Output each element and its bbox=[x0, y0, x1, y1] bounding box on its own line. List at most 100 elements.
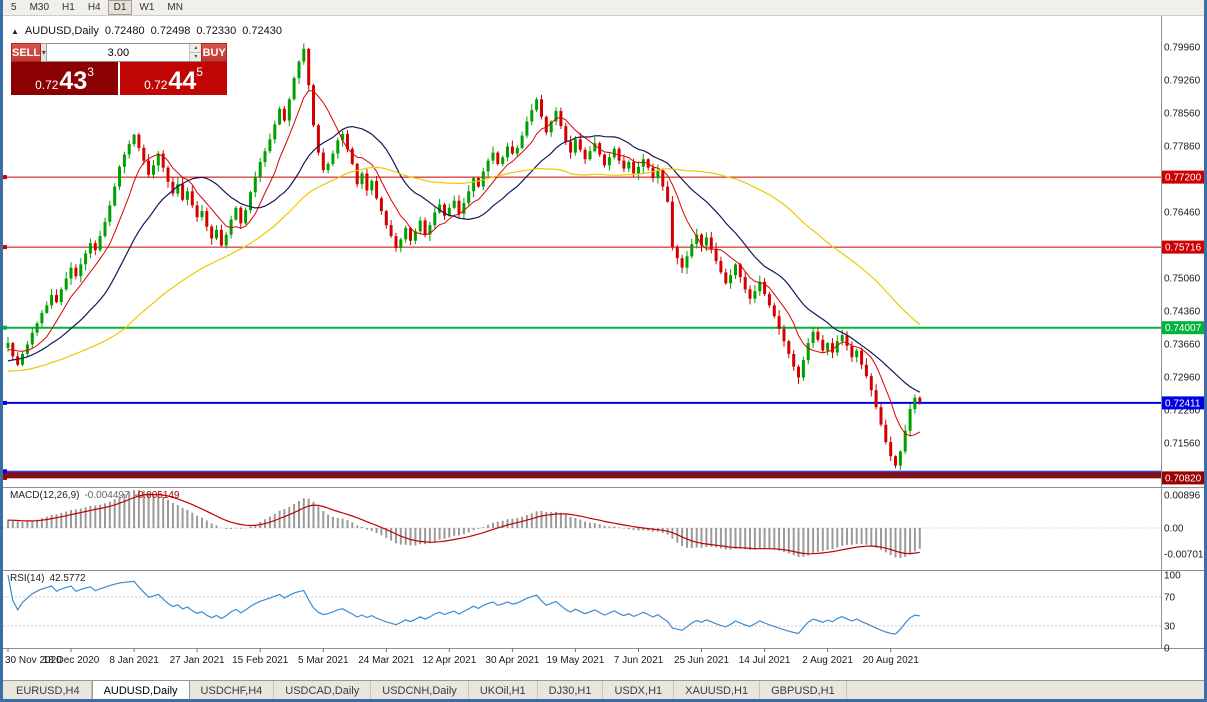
sell-price-display[interactable]: 0.72 43 3 bbox=[11, 62, 118, 95]
svg-text:0.74360: 0.74360 bbox=[1164, 307, 1201, 318]
sell-price-base: 0.72 bbox=[35, 78, 59, 92]
svg-text:12 Apr 2021: 12 Apr 2021 bbox=[422, 655, 476, 666]
svg-text:14 Jul 2021: 14 Jul 2021 bbox=[739, 655, 791, 666]
tab-xauusd-h1[interactable]: XAUUSD,H1 bbox=[674, 681, 761, 699]
one-click-collapse-icon[interactable]: ▲ bbox=[11, 26, 19, 36]
timeframe-button-w1[interactable]: W1 bbox=[139, 2, 155, 13]
macd-signal-value: -0.005149 bbox=[134, 490, 180, 501]
svg-text:0.71560: 0.71560 bbox=[1164, 439, 1201, 450]
chart-close-value: 0.72430 bbox=[242, 25, 282, 37]
svg-text:24 Mar 2021: 24 Mar 2021 bbox=[358, 655, 415, 666]
chart-high-value: 0.72498 bbox=[150, 25, 191, 37]
timeframe-button-d1[interactable]: D1 bbox=[107, 0, 133, 15]
svg-text:0.76460: 0.76460 bbox=[1164, 208, 1201, 219]
sell-button[interactable]: SELL bbox=[11, 43, 42, 62]
rsi-value: 42.5772 bbox=[49, 573, 86, 584]
buy-price-base: 0.72 bbox=[144, 78, 168, 92]
svg-text:0.77200: 0.77200 bbox=[1165, 173, 1202, 184]
chart-area: 0.79960 0.79260 0.78560 0.77860 0.76460 0.750… bbox=[3, 16, 1204, 680]
sell-price-sup: 3 bbox=[87, 65, 94, 79]
svg-text:0.72411: 0.72411 bbox=[1165, 398, 1201, 409]
moving-average-lines bbox=[7, 90, 921, 437]
chart-open-value: 0.72480 bbox=[104, 25, 145, 37]
tab-ukoil-h1[interactable]: UKOil,H1 bbox=[469, 681, 538, 699]
svg-text:0.79260: 0.79260 bbox=[1164, 76, 1201, 87]
chart-symbol-label: AUDUSD,Daily bbox=[24, 25, 99, 37]
svg-text:25 Jun 2021: 25 Jun 2021 bbox=[674, 655, 729, 666]
svg-text:30 Nov 2020: 30 Nov 2020 bbox=[5, 655, 62, 666]
svg-text:18 Dec 2020: 18 Dec 2020 bbox=[43, 655, 100, 666]
price-axis[interactable]: 0.79960 0.79260 0.78560 0.77860 0.76460 0.750… bbox=[1164, 43, 1204, 655]
buy-price-big: 44 bbox=[168, 67, 197, 95]
svg-text:-0.00701: -0.00701 bbox=[1164, 549, 1204, 560]
timeframe-button-5[interactable]: 5 bbox=[11, 2, 17, 13]
tab-usdx-h1[interactable]: USDX,H1 bbox=[603, 681, 675, 699]
svg-text:0.73660: 0.73660 bbox=[1164, 340, 1201, 351]
horizontal-lines[interactable] bbox=[3, 175, 1161, 480]
svg-text:27 Jan 2021: 27 Jan 2021 bbox=[170, 655, 225, 666]
timeframe-button-mn[interactable]: MN bbox=[167, 2, 183, 13]
tab-usdcnh-daily[interactable]: USDCNH,Daily bbox=[371, 681, 469, 699]
chart-canvas[interactable]: 0.79960 0.79260 0.78560 0.77860 0.76460 0.750… bbox=[3, 16, 1204, 680]
svg-text:7 Jun 2021: 7 Jun 2021 bbox=[614, 655, 664, 666]
rsi-name: RSI(14) bbox=[10, 573, 45, 584]
tab-usdcad-daily[interactable]: USDCAD,Daily bbox=[274, 681, 372, 699]
svg-text:0: 0 bbox=[1164, 644, 1170, 655]
svg-text:0.72960: 0.72960 bbox=[1164, 373, 1201, 384]
sell-price-big: 43 bbox=[59, 67, 88, 95]
chart-ohlc-title: ▲ AUDUSD,Daily 0.72480 0.72498 0.72330 0… bbox=[11, 25, 282, 37]
price-line-tags: 0.77200 0.75716 0.74007 0.72411 0.70820 bbox=[1162, 170, 1204, 485]
buy-button[interactable]: BUY bbox=[201, 43, 227, 62]
trade-controls-row: SELL ▾ ▴ ▾ BUY bbox=[11, 43, 227, 62]
tab-dj30-h1[interactable]: DJ30,H1 bbox=[538, 681, 604, 699]
svg-text:8 Jan 2021: 8 Jan 2021 bbox=[109, 655, 159, 666]
volume-increase-button[interactable]: ▴ bbox=[190, 44, 202, 53]
svg-text:0.78560: 0.78560 bbox=[1164, 109, 1201, 120]
rsi-indicator bbox=[7, 574, 920, 635]
macd-label: MACD(12,26,9) -0.004497 -0.005149 bbox=[10, 490, 180, 501]
svg-text:0.70820: 0.70820 bbox=[1165, 473, 1202, 484]
macd-name: MACD(12,26,9) bbox=[10, 490, 80, 501]
svg-text:0.77860: 0.77860 bbox=[1164, 142, 1201, 153]
tab-audusd-daily[interactable]: AUDUSD,Daily bbox=[91, 680, 190, 699]
svg-text:20 Aug 2021: 20 Aug 2021 bbox=[863, 655, 920, 666]
volume-dropdown-button[interactable]: ▾ bbox=[41, 43, 48, 62]
timeframe-button-m30[interactable]: M30 bbox=[29, 2, 50, 13]
svg-text:100: 100 bbox=[1164, 571, 1181, 582]
volume-input[interactable] bbox=[47, 44, 190, 61]
buy-price-display[interactable]: 0.72 44 5 bbox=[120, 62, 227, 95]
tab-eurusd-h4[interactable]: EURUSD,H4 bbox=[5, 681, 92, 699]
pane-separators bbox=[3, 16, 1204, 649]
svg-text:0.74007: 0.74007 bbox=[1165, 323, 1202, 334]
svg-text:15 Feb 2021: 15 Feb 2021 bbox=[232, 655, 289, 666]
svg-text:0.79960: 0.79960 bbox=[1164, 43, 1201, 54]
volume-decrease-button[interactable]: ▾ bbox=[190, 53, 202, 61]
support-zone[interactable] bbox=[3, 472, 1161, 478]
svg-text:30: 30 bbox=[1164, 622, 1176, 633]
timeframe-button-h4[interactable]: H4 bbox=[87, 2, 101, 13]
timeframe-toolbar: 5 M30 H1 H4 D1 W1 MN bbox=[3, 0, 1204, 16]
svg-text:19 May 2021: 19 May 2021 bbox=[546, 655, 604, 666]
svg-text:30 Apr 2021: 30 Apr 2021 bbox=[485, 655, 539, 666]
svg-text:5 Mar 2021: 5 Mar 2021 bbox=[298, 655, 349, 666]
candlesticks bbox=[6, 43, 922, 470]
volume-box: ▴ ▾ bbox=[47, 43, 202, 62]
tab-usdchf-h4[interactable]: USDCHF,H4 bbox=[190, 681, 275, 699]
tab-gbpusd-h1[interactable]: GBPUSD,H1 bbox=[760, 681, 847, 699]
rsi-label: RSI(14) 42.5772 bbox=[10, 573, 86, 584]
svg-text:0.75060: 0.75060 bbox=[1164, 274, 1201, 285]
svg-text:2 Aug 2021: 2 Aug 2021 bbox=[802, 655, 853, 666]
chart-low-value: 0.72330 bbox=[196, 25, 237, 37]
chart-tabs-bar: EURUSD,H4 AUDUSD,Daily USDCHF,H4 USDCAD,Dai… bbox=[3, 680, 1204, 699]
macd-value: -0.004497 bbox=[84, 490, 130, 501]
svg-text:0.00896: 0.00896 bbox=[1164, 491, 1201, 502]
svg-text:0.72260: 0.72260 bbox=[1164, 406, 1201, 417]
macd-indicator bbox=[7, 490, 921, 558]
timeframe-button-h1[interactable]: H1 bbox=[62, 2, 75, 13]
svg-text:0.00: 0.00 bbox=[1164, 524, 1184, 535]
volume-spinner: ▴ ▾ bbox=[189, 44, 202, 61]
chevron-down-icon: ▾ bbox=[41, 48, 46, 57]
